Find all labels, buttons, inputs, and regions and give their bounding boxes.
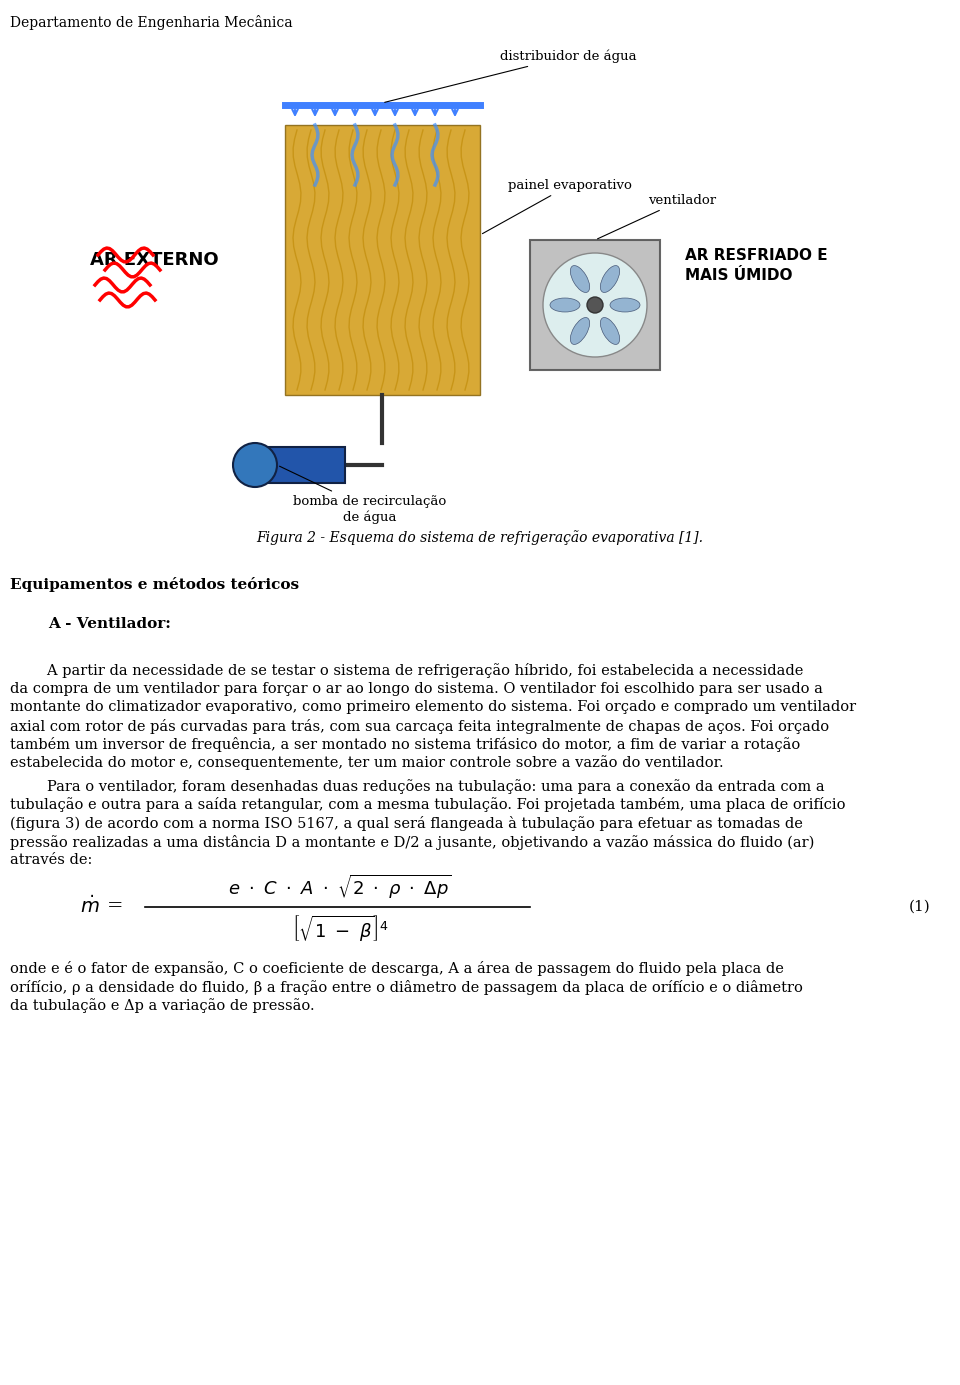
- Text: axial com rotor de pás curvadas para trás, com sua carcaça feita integralmente d: axial com rotor de pás curvadas para trá…: [10, 719, 829, 734]
- Text: $\dot{m}$: $\dot{m}$: [81, 896, 100, 917]
- Text: ventilador: ventilador: [597, 194, 716, 238]
- Circle shape: [233, 443, 277, 488]
- Text: =: =: [107, 897, 123, 915]
- Text: $\left[\sqrt{1\ -\ \beta}\right]^{4}$: $\left[\sqrt{1\ -\ \beta}\right]^{4}$: [292, 914, 389, 943]
- Text: pressão realizadas a uma distância D a montante e D/2 a jusante, objetivando a v: pressão realizadas a uma distância D a m…: [10, 835, 814, 849]
- Text: onde e é o fator de expansão, C o coeficiente de descarga, A a área de passagem : onde e é o fator de expansão, C o coefic…: [10, 961, 784, 976]
- Text: através de:: através de:: [10, 853, 92, 867]
- Text: A partir da necessidade de se testar o sistema de refrigeração híbrido, foi esta: A partir da necessidade de se testar o s…: [10, 663, 804, 679]
- Text: também um inversor de frequência, a ser montado no sistema trifásico do motor, a: também um inversor de frequência, a ser …: [10, 737, 801, 752]
- Bar: [285, 125, 480, 395]
- Text: montante do climatizador evaporativo, como primeiro elemento do sistema. Foi orç: montante do climatizador evaporativo, co…: [10, 699, 856, 715]
- Text: (1): (1): [908, 899, 930, 914]
- Circle shape: [587, 296, 603, 313]
- Text: (figura 3) de acordo com a norma ISO 5167, a qual será flangeada à tubulação par: (figura 3) de acordo com a norma ISO 516…: [10, 816, 803, 831]
- Text: bomba de recirculação
de água: bomba de recirculação de água: [279, 467, 446, 524]
- Text: da tubulação e Δp a variação de pressão.: da tubulação e Δp a variação de pressão.: [10, 999, 315, 1014]
- Text: Departamento de Engenharia Mecânica: Departamento de Engenharia Mecânica: [10, 15, 293, 30]
- Ellipse shape: [570, 266, 589, 292]
- Circle shape: [543, 253, 647, 357]
- Text: AR RESFRIADO E: AR RESFRIADO E: [685, 248, 828, 263]
- Text: tubulação e outra para a saída retangular, com a mesma tubulação. Foi projetada : tubulação e outra para a saída retangula…: [10, 798, 846, 813]
- Ellipse shape: [550, 298, 580, 312]
- Ellipse shape: [600, 317, 619, 345]
- Text: estabelecida do motor e, consequentemente, ter um maior controle sobre a vazão d: estabelecida do motor e, consequentement…: [10, 755, 724, 770]
- Text: Equipamentos e métodos teóricos: Equipamentos e métodos teóricos: [10, 578, 300, 591]
- Text: orífício, ρ a densidade do fluido, β a fração entre o diâmetro de passagem da pl: orífício, ρ a densidade do fluido, β a f…: [10, 981, 803, 994]
- Text: $e\ \cdot\ C\ \cdot\ A\ \cdot\ \sqrt{2\ \cdot\ \rho\ \cdot\ \Delta p}$: $e\ \cdot\ C\ \cdot\ A\ \cdot\ \sqrt{2\ …: [228, 873, 452, 900]
- Ellipse shape: [600, 266, 619, 292]
- Text: painel evaporativo: painel evaporativo: [483, 179, 632, 234]
- Text: Para o ventilador, foram desenhadas duas reduções na tubulação: uma para a conex: Para o ventilador, foram desenhadas duas…: [10, 778, 825, 794]
- Text: Figura 2 - Esquema do sistema de refrigeração evaporativa [1].: Figura 2 - Esquema do sistema de refrige…: [256, 530, 704, 544]
- Bar: [245, 447, 345, 483]
- Text: AR EXTERNO: AR EXTERNO: [90, 251, 219, 269]
- Text: A - Ventilador:: A - Ventilador:: [48, 616, 171, 632]
- Bar: [530, 240, 660, 370]
- Ellipse shape: [570, 317, 589, 345]
- Ellipse shape: [610, 298, 640, 312]
- Text: da compra de um ventilador para forçar o ar ao longo do sistema. O ventilador fo: da compra de um ventilador para forçar o…: [10, 681, 823, 695]
- Text: MAIS ÚMIDO: MAIS ÚMIDO: [685, 267, 793, 283]
- Text: distribuidor de água: distribuidor de água: [385, 50, 636, 102]
